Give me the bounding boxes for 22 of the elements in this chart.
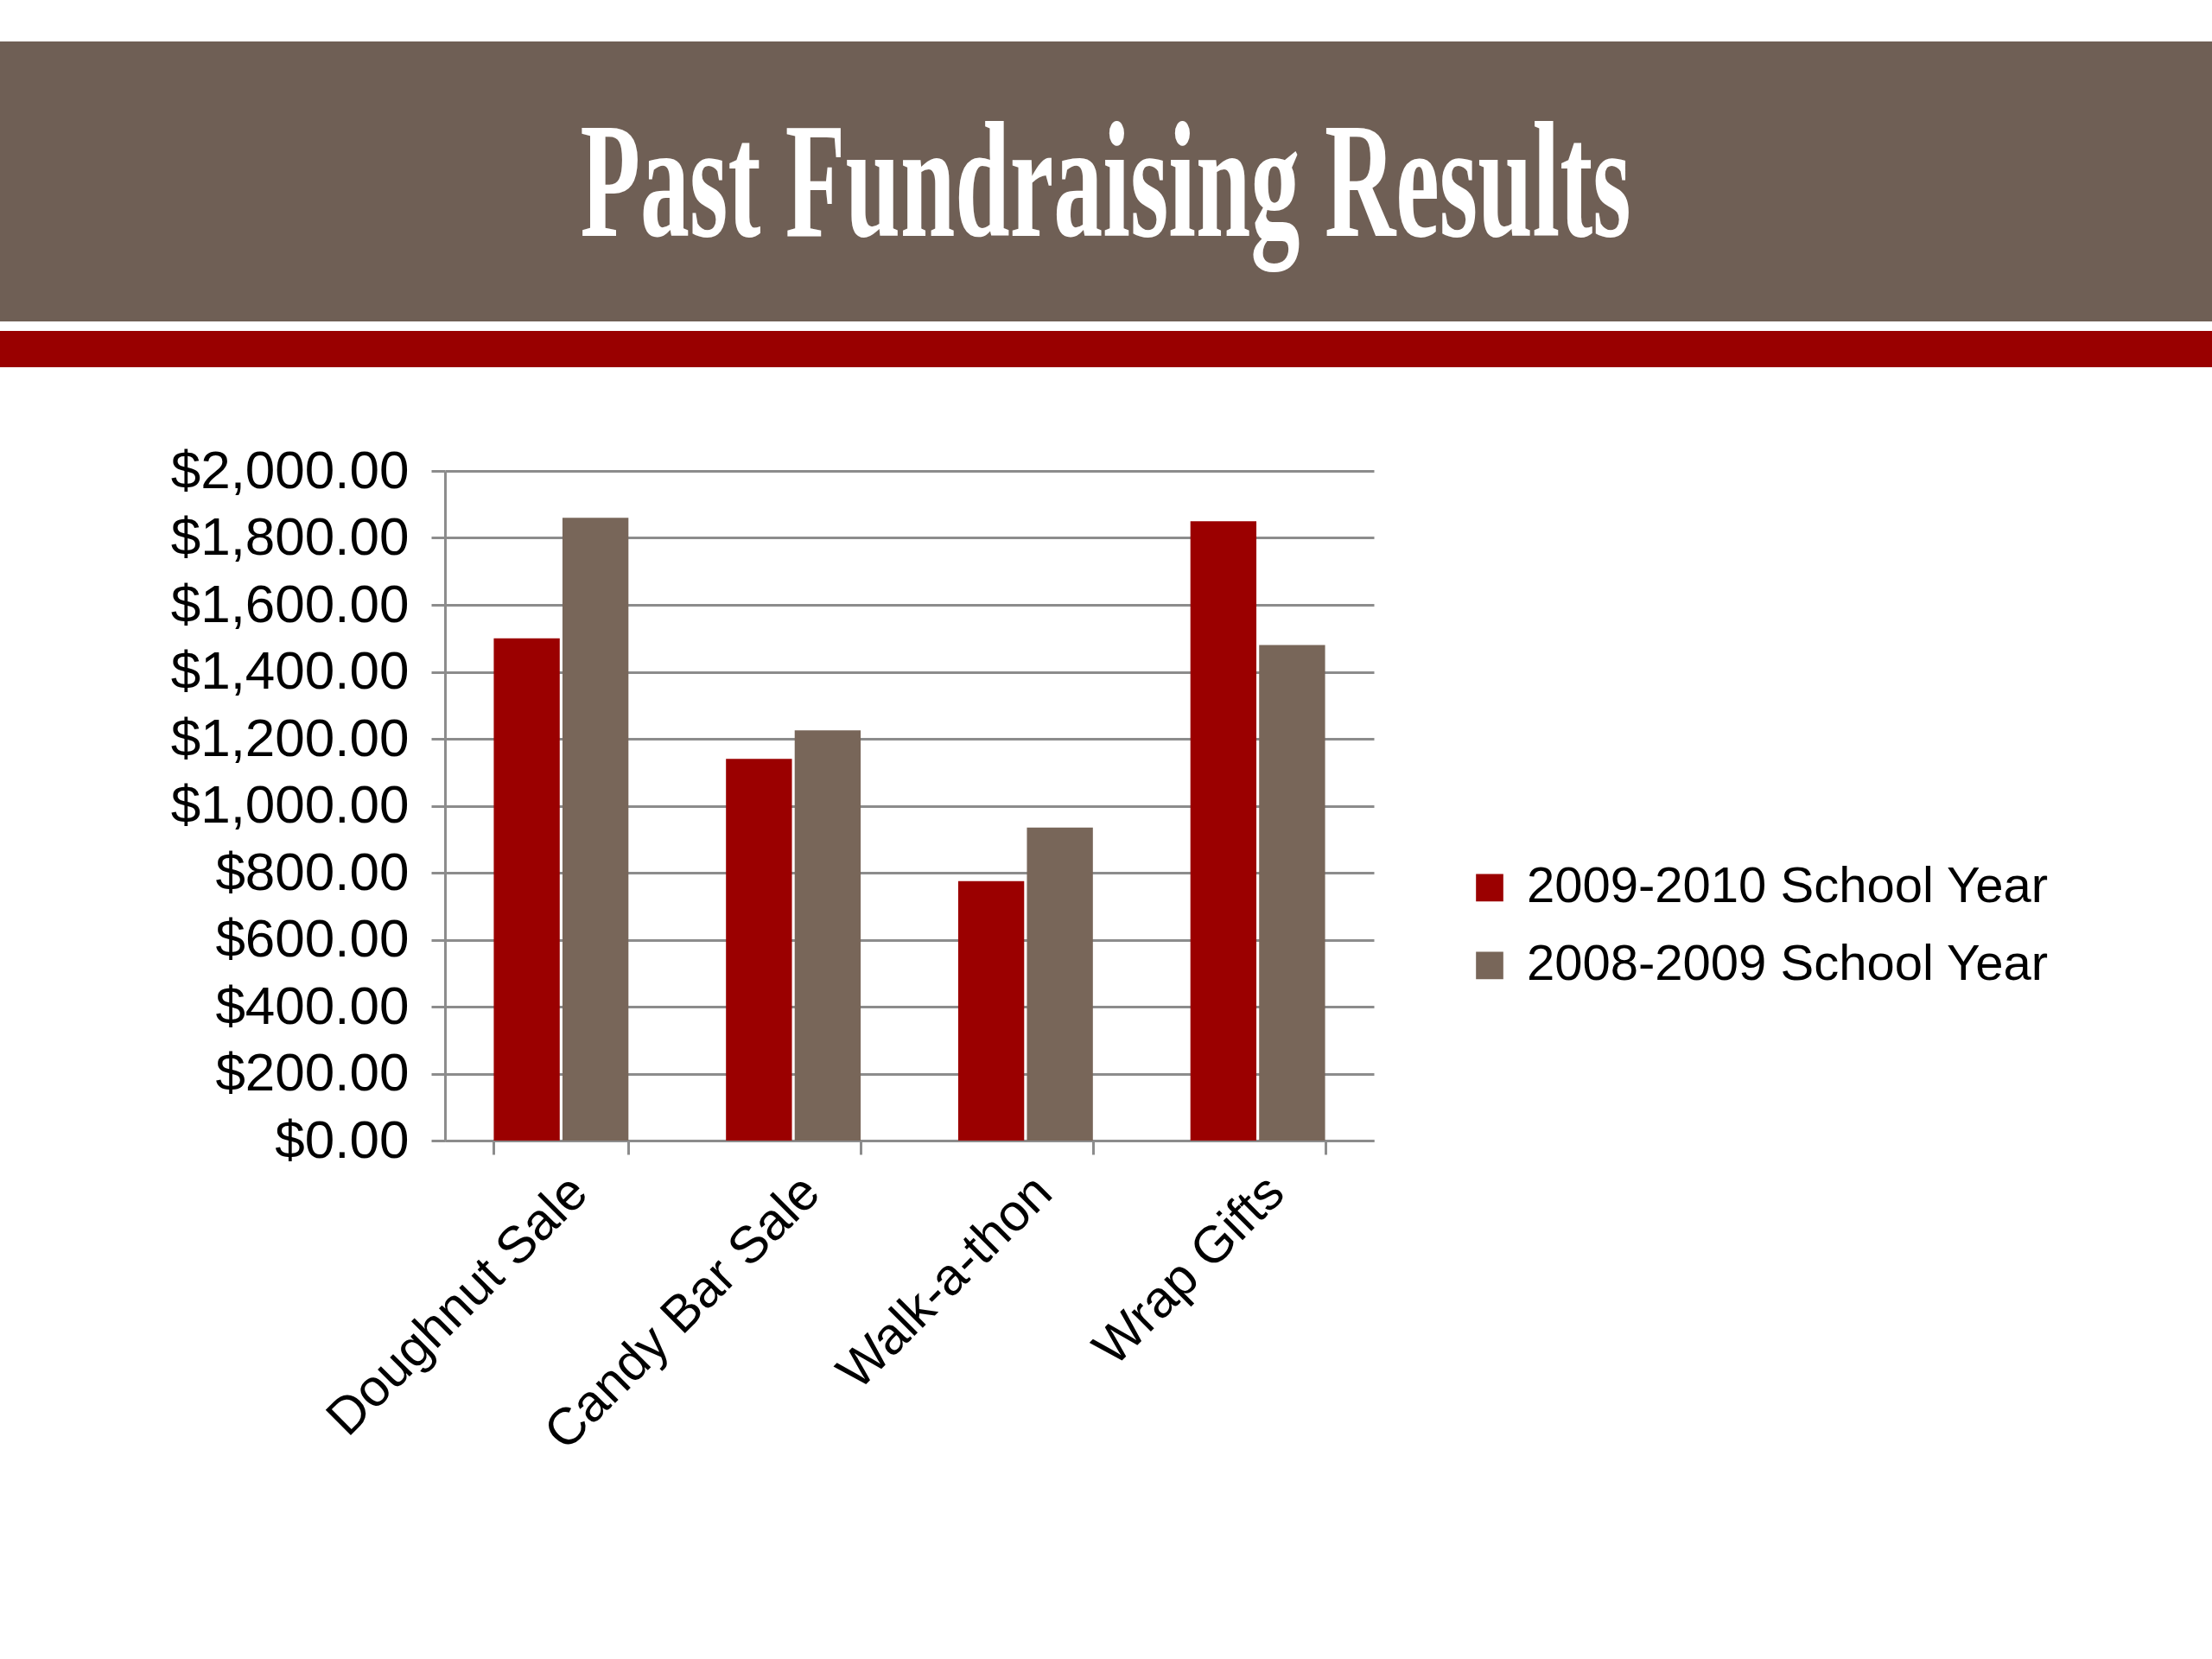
y-tick-label: $200.00 bbox=[215, 1042, 410, 1102]
bar bbox=[794, 730, 861, 1141]
y-tick-label: $1,600.00 bbox=[170, 573, 410, 633]
bar bbox=[493, 638, 560, 1141]
bar bbox=[957, 880, 1025, 1141]
y-tick-label: $1,200.00 bbox=[170, 707, 410, 767]
bar bbox=[1027, 827, 1093, 1141]
y-tick-label: $1,000.00 bbox=[170, 774, 410, 834]
y-tick-label: $1,800.00 bbox=[170, 506, 410, 566]
y-tick-label: $0.00 bbox=[275, 1109, 410, 1169]
legend-label: 2008-2009 School Year bbox=[1527, 934, 2049, 991]
y-tick-label: $600.00 bbox=[215, 908, 410, 968]
legend-label: 2009-2010 School Year bbox=[1527, 856, 2049, 913]
y-tick-label: $800.00 bbox=[215, 841, 410, 901]
y-tick-label: $1,400.00 bbox=[170, 640, 410, 700]
bar bbox=[1190, 521, 1257, 1141]
bar bbox=[562, 518, 629, 1141]
y-tick-label: $400.00 bbox=[215, 975, 410, 1035]
bar bbox=[1259, 645, 1325, 1141]
bar bbox=[726, 759, 792, 1141]
y-tick-label: $2,000.00 bbox=[170, 439, 410, 499]
chart-title: Past Fundraising Results bbox=[580, 90, 1632, 271]
